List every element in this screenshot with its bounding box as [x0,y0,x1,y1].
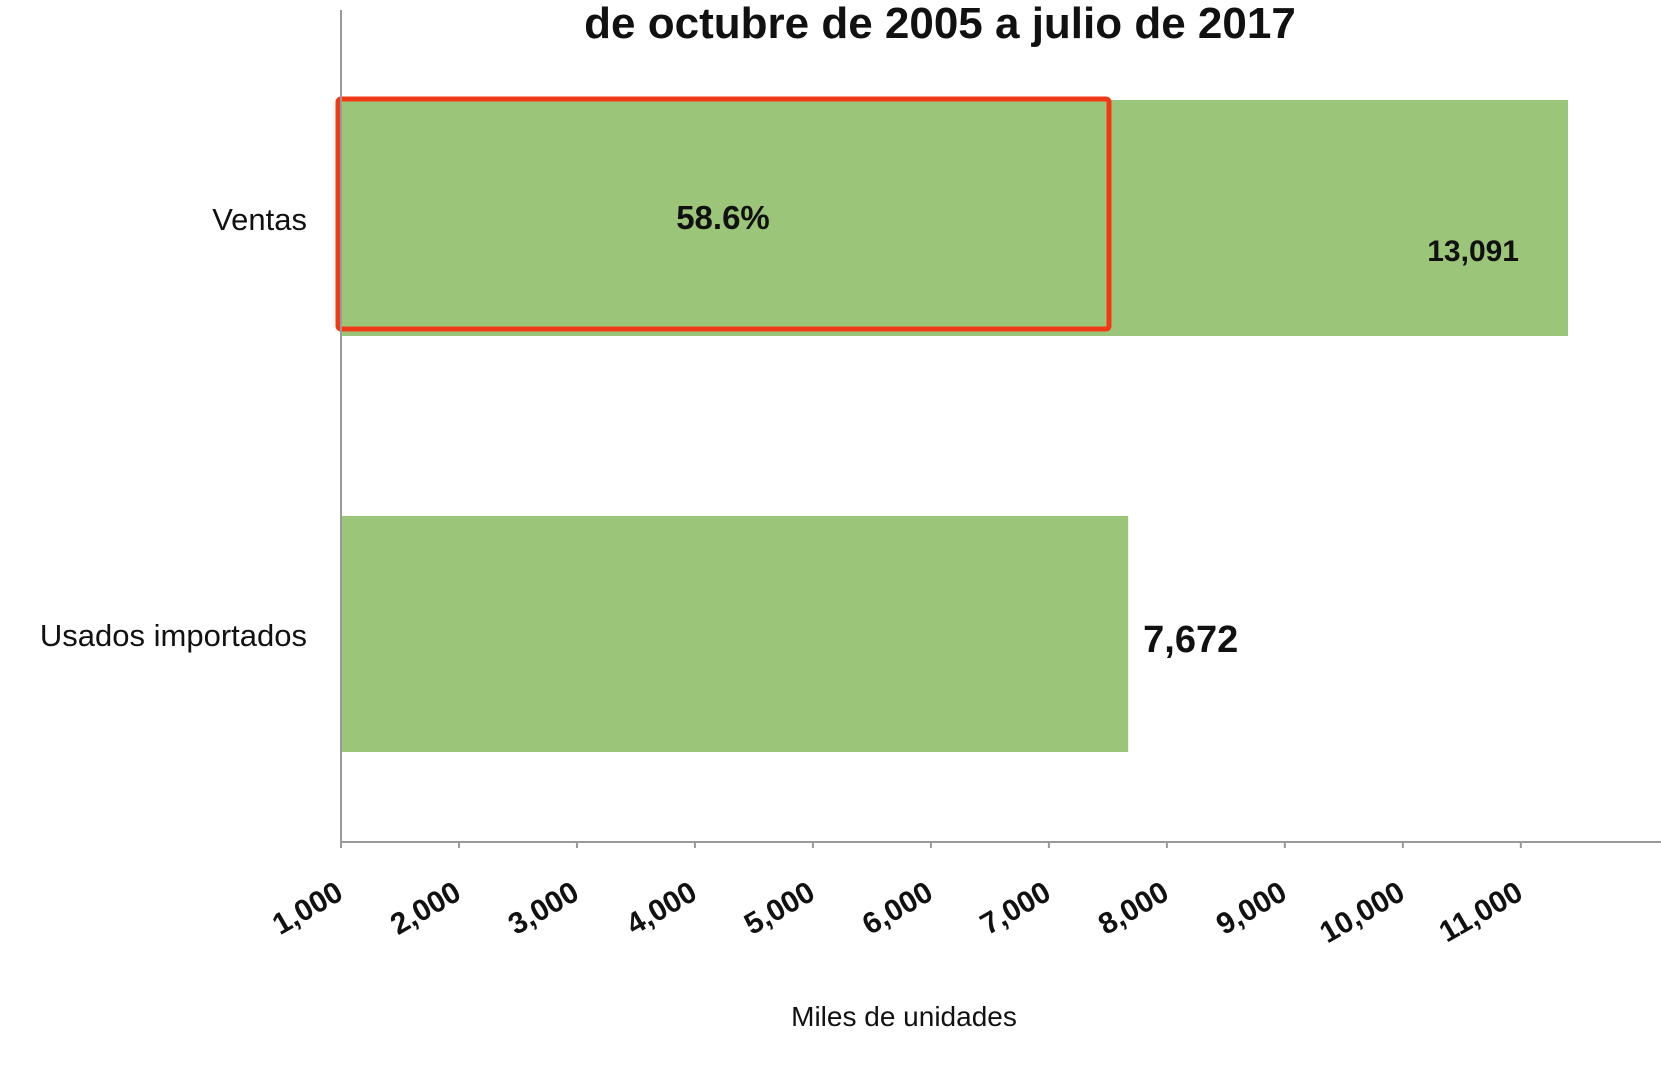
category-label: Ventas [212,202,307,237]
value-label: 13,091 [1427,235,1519,268]
x-tick-label: 9,000 [1211,875,1293,941]
bar [341,100,1568,336]
x-tick-label: 11,000 [1434,875,1529,949]
bar [341,516,1129,752]
plot-area [341,100,1568,752]
x-tick-label: 3,000 [503,875,585,941]
chart-title: de octubre de 2005 a julio de 2017 [584,0,1296,48]
x-tick-label: 5,000 [739,875,821,941]
x-tick-label: 6,000 [857,875,939,941]
highlight-box [335,96,1112,332]
category-label: Usados importados [40,618,307,653]
x-tick-label: 4,000 [621,875,703,941]
x-axis-label: Miles de unidades [791,1001,1017,1032]
x-tick-label: 10,000 [1314,875,1410,949]
x-tick-label: 8,000 [1093,875,1175,941]
x-tick-label: 1,000 [267,875,349,941]
value-label: 7,672 [1143,619,1238,661]
annotation: 58.6% [676,199,770,236]
x-tick-label: 7,000 [975,875,1057,941]
x-tick-label: 2,000 [385,875,467,941]
